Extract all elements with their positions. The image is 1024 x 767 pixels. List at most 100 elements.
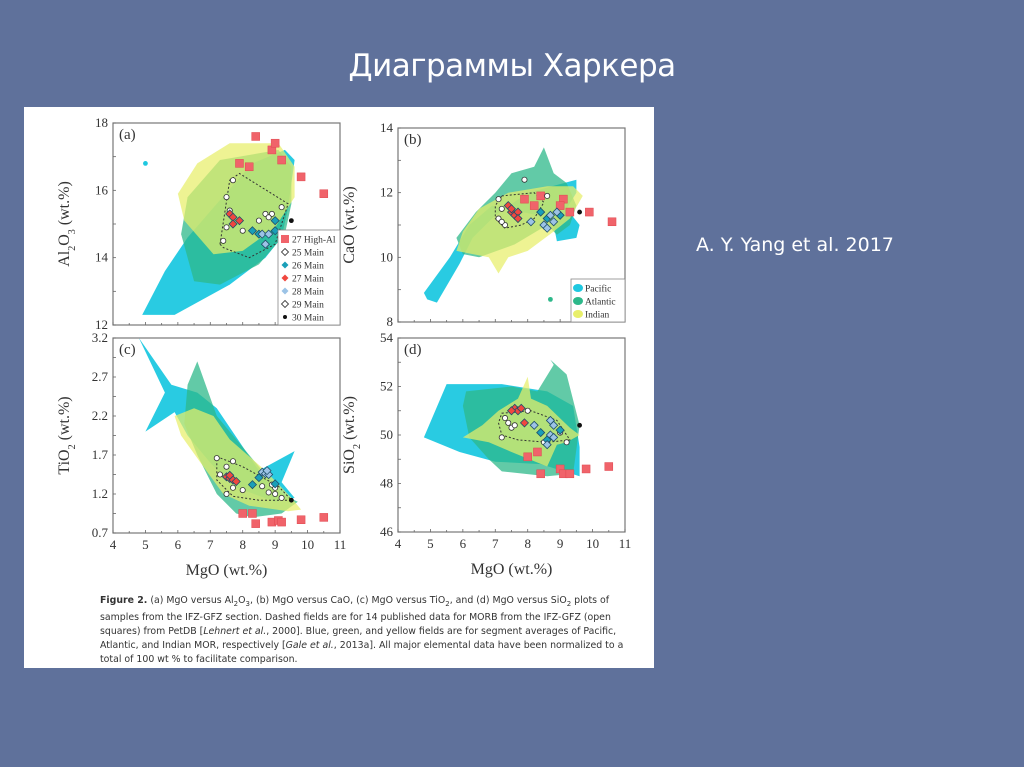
legend-box (277, 229, 341, 326)
high-al-marker (565, 469, 575, 479)
open-marker (213, 455, 220, 462)
open-marker (265, 489, 272, 496)
x-tick-label: 5 (142, 537, 149, 552)
high-al-marker (248, 509, 257, 518)
open-marker (239, 487, 246, 494)
diamond-marker (260, 239, 270, 249)
x-tick-label: 11 (334, 537, 347, 552)
x-tick-label: 8 (239, 537, 246, 552)
high-al-marker (585, 207, 594, 217)
dashed-field (497, 410, 571, 443)
y-tick-label: 18 (95, 115, 108, 130)
diamond-marker (542, 440, 552, 450)
dot-marker (577, 422, 582, 428)
open-marker (223, 224, 230, 231)
high-al-marker (270, 138, 280, 148)
diamond-marker (228, 219, 238, 229)
field-layer (423, 147, 617, 303)
diamond-marker (270, 226, 280, 236)
high-al-marker (529, 201, 539, 210)
diamond-marker (552, 207, 562, 217)
diamond-marker (264, 229, 274, 239)
high-al-marker (604, 462, 614, 471)
y-tick-label: 10 (380, 249, 393, 264)
citation: A. Y. Yang et al. 2017 (696, 234, 894, 256)
indian-field (177, 143, 295, 255)
y-tick-label: 54 (380, 330, 394, 345)
x-axis-label: MgO (wt.%) (186, 562, 268, 579)
legend-dot-icon (283, 315, 287, 319)
chart-panel-d: 46 48 50 52 54 4 5 6 7 8 9 10 11 (d) SiO2 (wt.%) MgO (w… (341, 330, 631, 578)
diamond-marker (542, 223, 552, 233)
x-tick-label: 7 (207, 537, 214, 552)
dot-marker (143, 161, 148, 166)
panel-label: (c) (119, 342, 136, 358)
figure-card: 12 14 16 18 (a) Al2O3 (wt.%) 27 High-Al 25 Main… (24, 107, 654, 668)
diamond-marker (270, 479, 280, 489)
high-al-marker (536, 191, 545, 201)
field-layer (142, 132, 329, 315)
legend-label: 29 Main (292, 301, 324, 311)
y-axis-label: SiO2 (wt.%) (341, 396, 363, 474)
high-al-marker (533, 447, 542, 457)
diamond-marker (247, 480, 258, 490)
open-marker (217, 471, 224, 478)
open-marker (272, 490, 279, 497)
dot-marker (288, 497, 294, 503)
high-al-marker (536, 469, 545, 479)
legend-label: Atlantic (585, 298, 616, 308)
high-al-marker (555, 201, 565, 210)
diamond-marker (231, 476, 241, 487)
open-marker (220, 237, 227, 244)
caption-text: (a) MgO versus Al2O3, (b) MgO versus CaO… (100, 595, 624, 665)
panel-label: (a) (119, 127, 136, 143)
y-tick-label: 48 (380, 476, 393, 491)
y-tick-label: 0.7 (92, 525, 109, 540)
harker-diagrams: 12 14 16 18 (a) Al2O3 (wt.%) 27 High-Al 25 Main… (56, 115, 631, 579)
dot-marker (577, 209, 582, 215)
diamond-marker (262, 466, 272, 476)
high-al-marker (581, 464, 591, 474)
high-al-marker (244, 162, 254, 172)
legend-square-icon (281, 235, 289, 243)
legend-label: 28 Main (292, 288, 324, 298)
legend-label: Pacific (585, 284, 611, 295)
chart-panel-c: 0.7 1.2 1.7 2.2 2.7 3.2 4 5 6 7 8 9 10 11 (c) TiO2 (wt.… (56, 330, 346, 579)
open-marker (495, 196, 502, 203)
legend-label: Indian (585, 311, 610, 321)
figure-caption: Figure 2. (a) MgO versus Al2O3, (b) MgO … (100, 594, 645, 667)
y-tick-label: 3.2 (92, 330, 108, 345)
diamond-marker (545, 210, 555, 220)
open-marker (223, 490, 230, 497)
field-layer (138, 338, 329, 528)
diamond-marker (549, 432, 559, 442)
open-marker (259, 483, 266, 490)
y-tick-label: 14 (380, 120, 394, 135)
open-marker (498, 218, 505, 225)
legend-label: 26 Main (292, 262, 324, 272)
diamond-marker (529, 420, 539, 430)
x-tick-label: 4 (395, 536, 402, 551)
x-tick-label: 8 (524, 536, 531, 551)
legend-field-icon (573, 297, 583, 305)
legend-diamond-icon (281, 287, 289, 295)
open-marker (498, 205, 505, 212)
y-axis-label: Al2O3 (wt.%) (56, 181, 78, 267)
diamond-marker (247, 226, 258, 236)
high-al-marker (251, 519, 260, 528)
diamond-marker (506, 204, 517, 214)
legend-diamond-icon (281, 274, 289, 282)
open-marker (229, 458, 236, 465)
y-tick-label: 14 (95, 250, 109, 265)
legend-field-icon (573, 284, 583, 292)
diamond-marker (513, 213, 523, 224)
diamond-marker (526, 217, 536, 227)
x-tick-label: 5 (427, 536, 434, 551)
high-al-marker (296, 515, 306, 524)
legend-label: 27 Main (292, 275, 324, 285)
high-al-marker (277, 517, 286, 527)
field-layer (423, 359, 614, 479)
high-al-marker (235, 159, 244, 168)
x-tick-label: 9 (557, 536, 564, 551)
high-al-marker (319, 513, 329, 522)
